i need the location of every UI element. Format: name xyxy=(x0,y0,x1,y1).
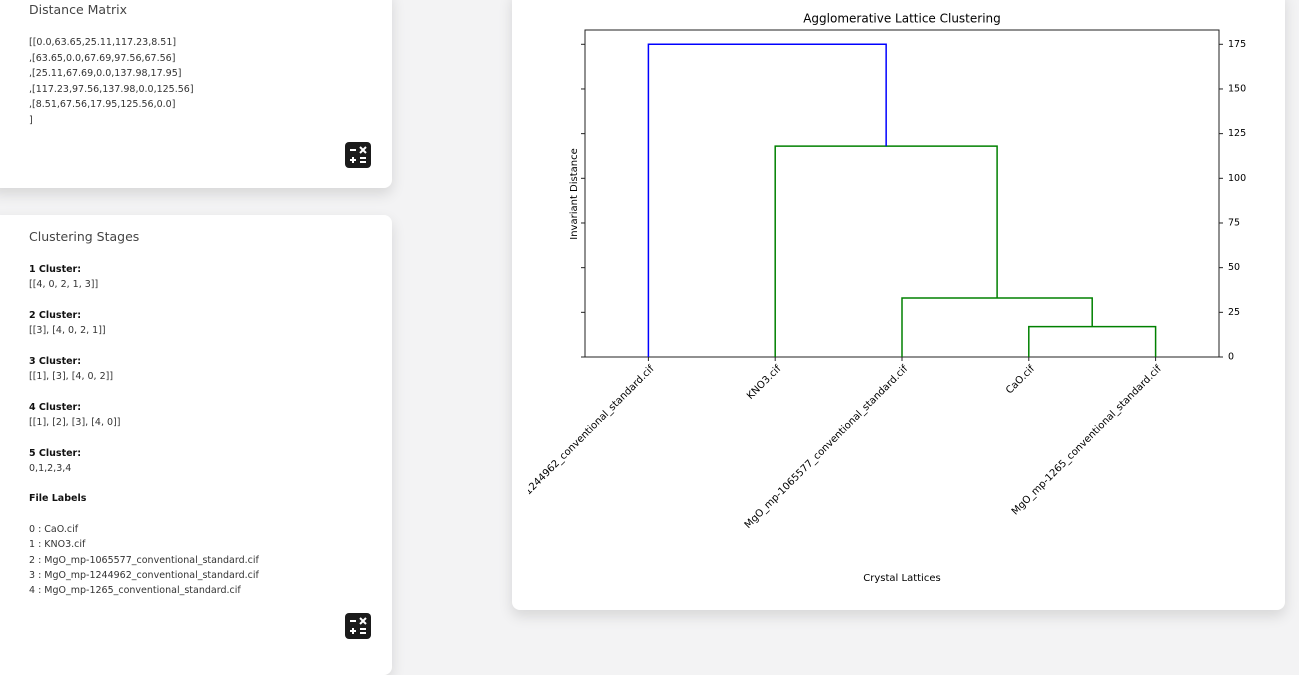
matrix-line: ] xyxy=(29,114,33,126)
y-tick-label: 50 xyxy=(1228,262,1240,273)
y-tick-label: 125 xyxy=(1228,128,1246,139)
stage-title: 3 Cluster: xyxy=(29,356,82,367)
y-tick-label: 75 xyxy=(1228,217,1240,228)
matrix-line: ,[8.51,67.56,17.95,125.56,0.0] xyxy=(29,99,176,110)
matrix-line: ,[117.23,97.56,137.98,0.0,125.56] xyxy=(29,83,194,95)
file-label: 0 : CaO.cif xyxy=(29,524,79,535)
matrix-line: [[0.0,63.65,25.11,117.23,8.51] xyxy=(29,37,177,48)
chart: Agglomerative Lattice Clustering Crystal… xyxy=(528,3,1268,595)
panel-title: Distance Matrix xyxy=(29,2,127,17)
matrix-line: ,[25.11,67.69,0.0,137.98,17.95] xyxy=(29,68,182,79)
x-axis-label: Crystal Lattices xyxy=(863,573,940,584)
y-tick-label: 0 xyxy=(1228,352,1234,363)
file-label: 4 : MgO_mp-1265_conventional_standard.ci… xyxy=(29,585,241,597)
file-label: 3 : MgO_mp-1244962_conventional_standard… xyxy=(29,569,259,581)
y-tick-label: 175 xyxy=(1228,39,1246,50)
panel-title: Clustering Stages xyxy=(29,229,140,244)
calculator-icon xyxy=(350,146,367,163)
stage-value: [[1], [2], [3], [4, 0]] xyxy=(29,417,121,428)
dendrogram-link xyxy=(774,145,998,357)
plot-background xyxy=(528,3,1268,595)
labels-title: File Labels xyxy=(29,493,87,504)
y-tick-label: 150 xyxy=(1228,83,1246,94)
dendrogram-link xyxy=(901,297,1093,357)
stage-value: [[4, 0, 2, 1, 3]] xyxy=(29,279,99,290)
stages-card: Clustering Stages 1 Cluster: [[4, 0, 2, 1… xyxy=(0,215,392,675)
stage-title: 1 Cluster: xyxy=(29,264,82,275)
stage-value: [[3], [4, 0, 2, 1]] xyxy=(29,325,106,336)
stage-title: 4 Cluster: xyxy=(29,402,82,413)
dendrogram-link xyxy=(647,43,887,357)
stage-title: 2 Cluster: xyxy=(29,310,82,321)
calculator-icon xyxy=(350,617,367,634)
dendrogram-link xyxy=(1028,325,1157,357)
y-tick-label: 100 xyxy=(1228,173,1246,184)
matrix-line: ,[63.65,0.0,67.69,97.56,67.56] xyxy=(29,52,176,64)
file-label: 2 : MgO_mp-1065577_conventional_standard… xyxy=(29,554,259,566)
y-tick-label: 25 xyxy=(1228,307,1240,318)
calculate-button[interactable] xyxy=(345,142,371,168)
calculate-button[interactable] xyxy=(345,613,371,639)
y-axis-label: Invariant Distance xyxy=(569,148,580,240)
stage-value: [[1], [3], [4, 0, 2]] xyxy=(29,371,114,382)
stage-value: 0,1,2,3,4 xyxy=(29,463,72,474)
file-label: 1 : KNO3.cif xyxy=(29,539,86,551)
chart-title: Agglomerative Lattice Clustering xyxy=(803,12,1001,26)
matrix-card: Distance Matrix [[0.0,63.65,25.11,117.23… xyxy=(0,0,392,188)
stage-title: 5 Cluster: xyxy=(29,448,82,459)
